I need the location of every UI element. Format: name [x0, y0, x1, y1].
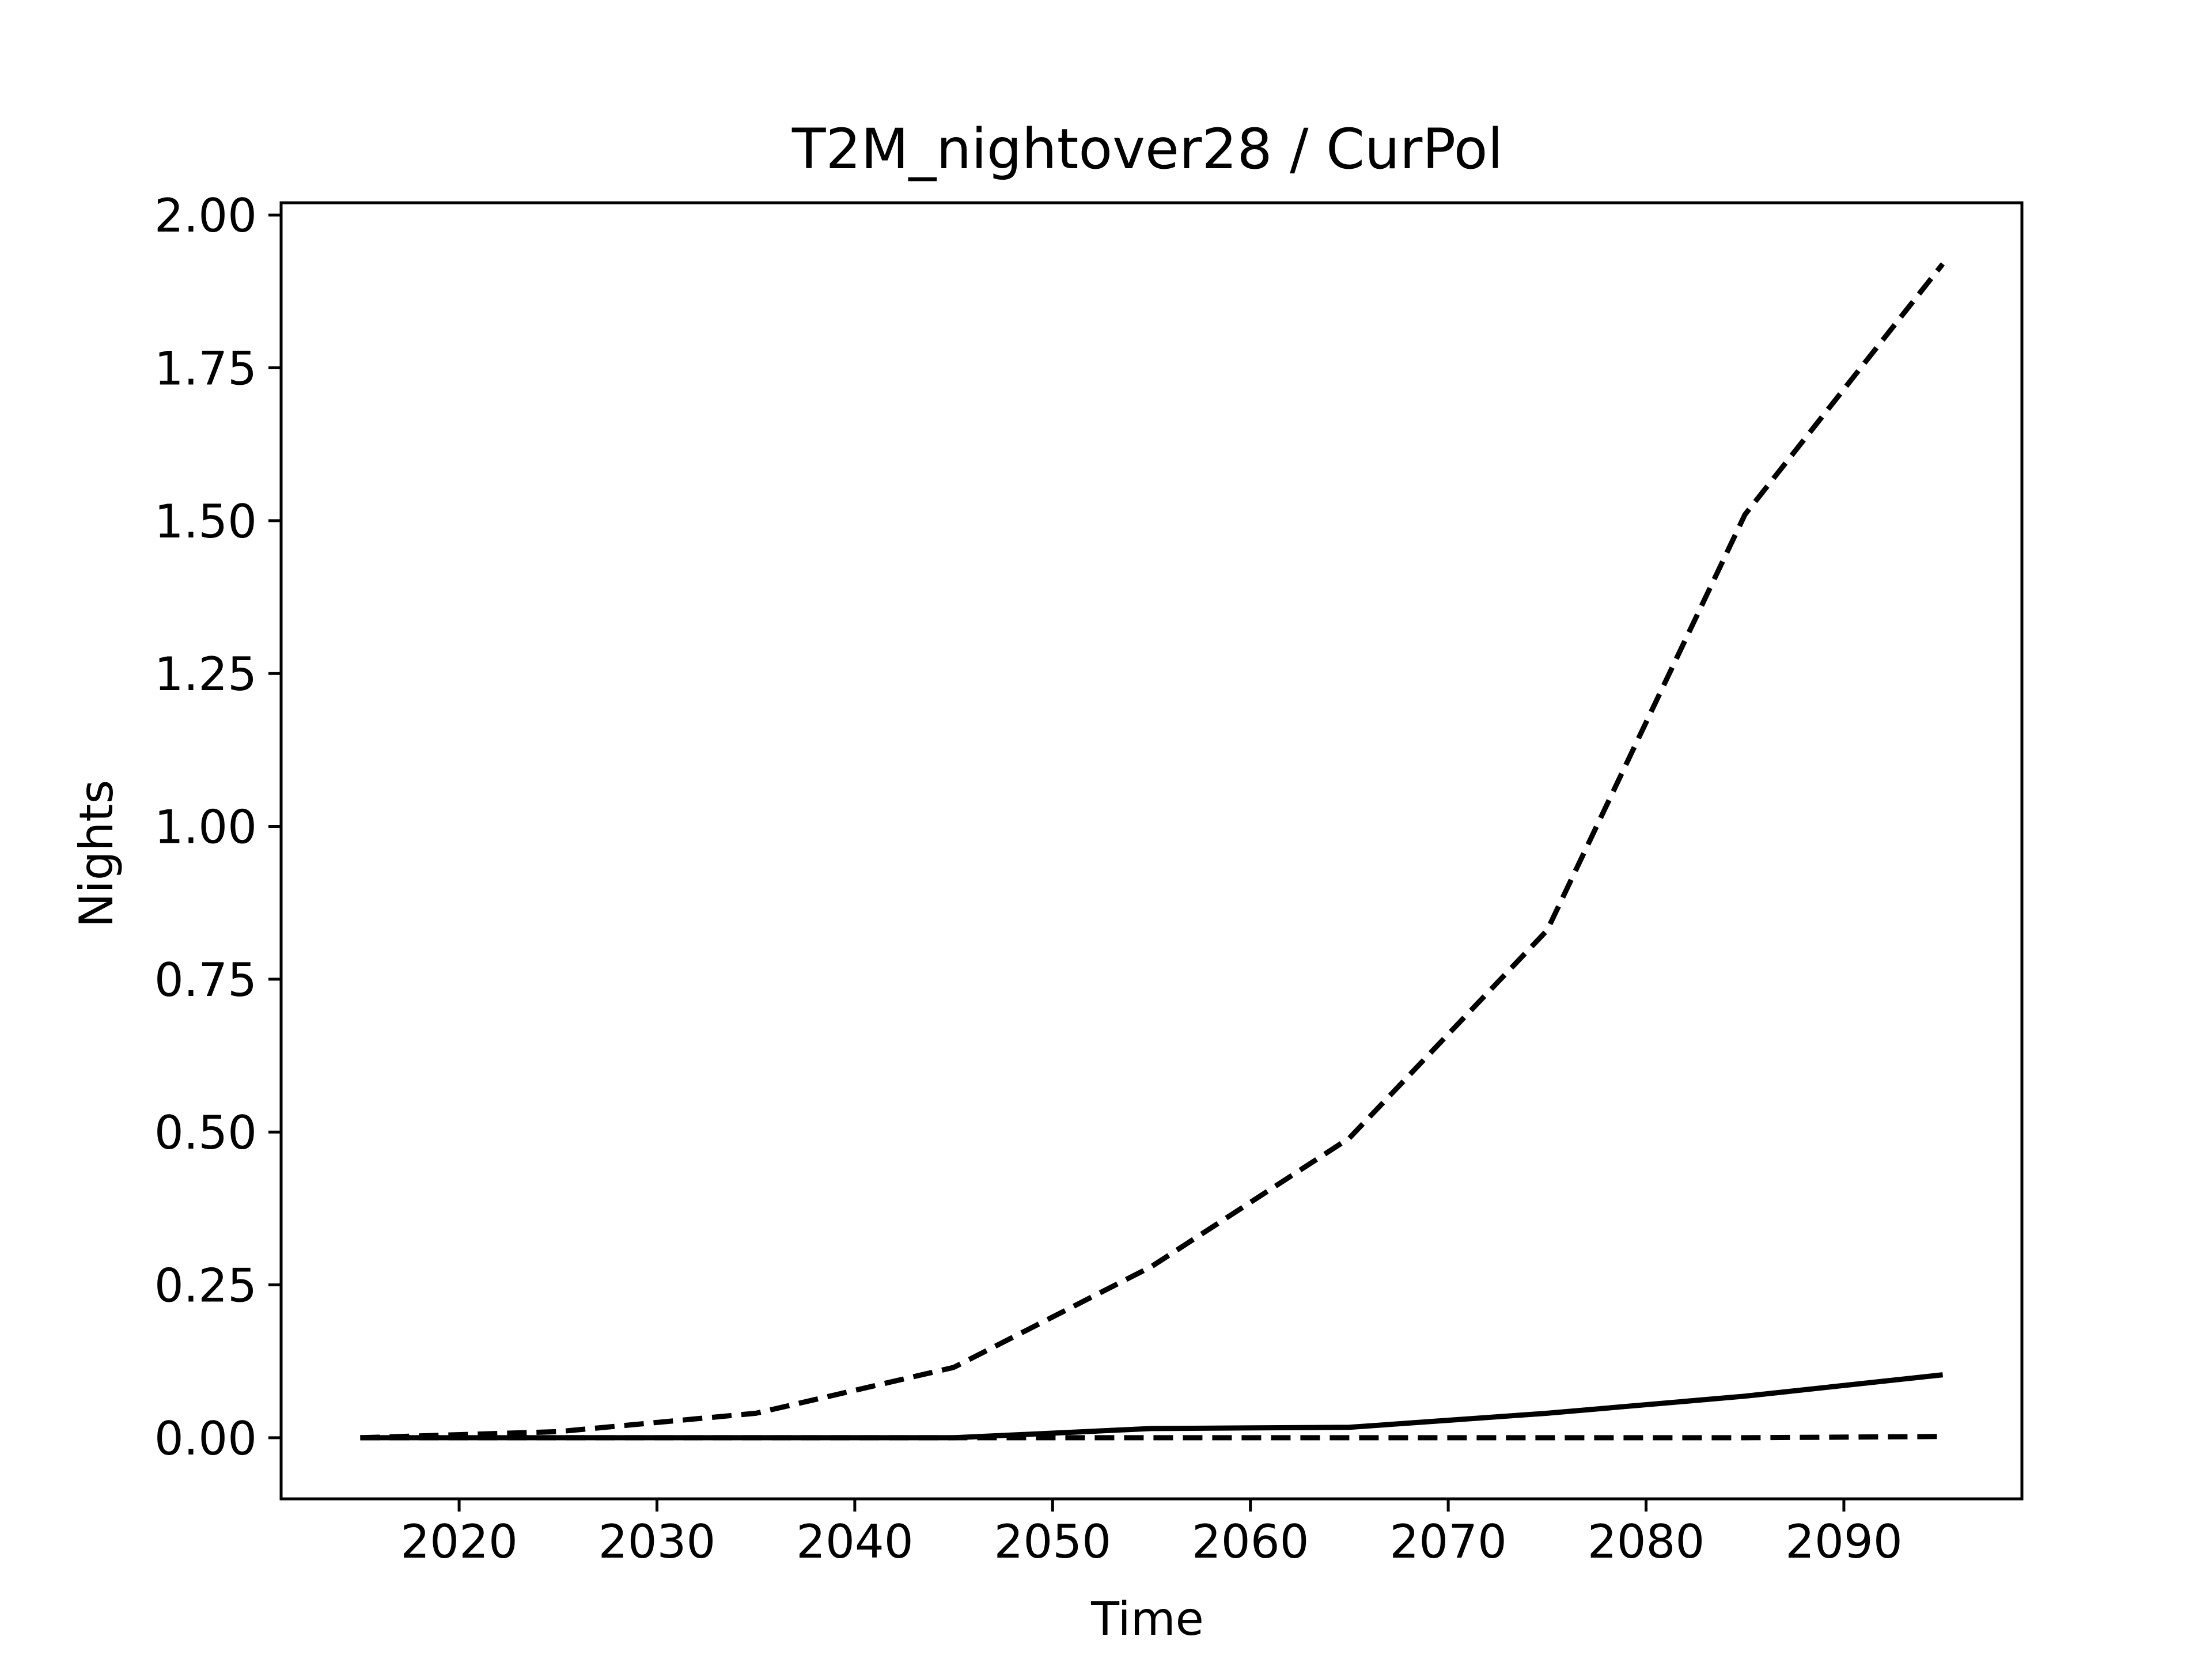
y-tick-label: 1.50	[154, 495, 257, 548]
y-tick-label: 1.75	[154, 342, 257, 396]
x-tick-label: 2040	[796, 1515, 914, 1569]
y-axis: 0.00 0.25 0.50 0.75 1.00 1.25 1.50 1.75 2.00	[154, 189, 281, 1465]
x-tick-label: 2070	[1389, 1515, 1507, 1569]
y-tick-label: 0.00	[154, 1412, 257, 1465]
y-tick-label: 1.25	[154, 647, 257, 701]
x-axis: 2020 2030 2040 2050 2060 2070 2080 2090	[400, 1499, 1903, 1569]
x-axis-label: Time	[1090, 1592, 1204, 1646]
x-tick-label: 2080	[1588, 1515, 1705, 1569]
axes-frame	[279, 201, 2024, 1501]
x-tick-label: 2020	[400, 1515, 518, 1569]
y-tick-label: 0.75	[154, 953, 257, 1007]
x-tick-label: 2030	[599, 1515, 716, 1569]
series-line-1	[360, 1372, 1944, 1441]
series-layer	[360, 262, 1945, 1441]
y-tick-label: 0.50	[154, 1106, 257, 1160]
y-axis-label: Nights	[70, 780, 123, 928]
y-tick-label: 1.00	[154, 801, 257, 854]
chart-title: T2M_nightover28 / CurPol	[791, 117, 1503, 181]
x-tick-label: 2060	[1192, 1515, 1309, 1569]
y-tick-label: 2.00	[154, 189, 257, 243]
y-tick-label: 0.25	[154, 1259, 257, 1313]
x-tick-label: 2090	[1785, 1515, 1903, 1569]
x-tick-label: 2050	[994, 1515, 1111, 1569]
series-line-2	[360, 262, 1945, 1441]
